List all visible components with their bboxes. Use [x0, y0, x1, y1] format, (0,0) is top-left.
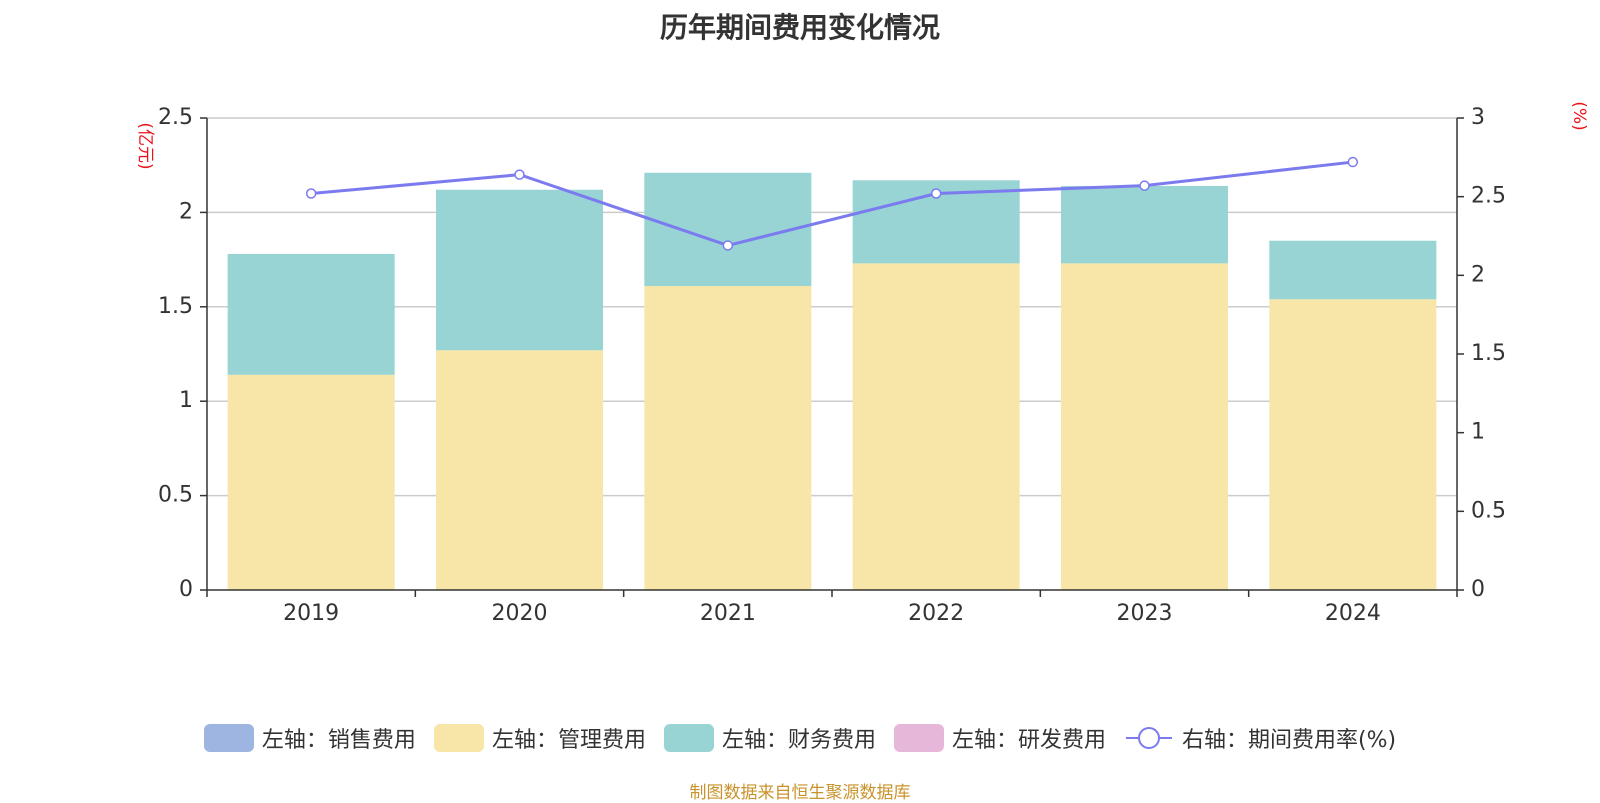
bar-segment [1061, 185, 1228, 264]
left-tick-label: 0 [179, 577, 193, 602]
bar-segment [644, 172, 812, 287]
right-tick-label: 0 [1471, 577, 1485, 602]
legend-label-sales: 左轴：销售费用 [261, 728, 416, 753]
rate-point [1347, 156, 1359, 168]
bar-segment [852, 263, 1020, 590]
rate-point [722, 240, 734, 251]
axis-layer: 0 0.5 1 1.5 2 2.5 0 0.5 1 1.5 2 2.5 3 2019 2020 2021 202… [158, 105, 1506, 626]
source-note: 制图数据来自恒生聚源数据库 [689, 783, 911, 803]
chart-title: 历年期间费用变化情况 [659, 11, 940, 44]
bar-segment [1061, 263, 1228, 590]
grid-layer [207, 117, 1457, 497]
legend-swatch-admin [433, 724, 484, 752]
legend-item-finance[interactable]: 左轴：财务费用 [663, 722, 876, 754]
legend-item-admin[interactable]: 左轴：管理费用 [433, 722, 646, 754]
rate-line [311, 160, 1354, 248]
rate-point [930, 188, 942, 199]
chart-svg: 0 0.5 1 1.5 2 2.5 0 0.5 1 1.5 2 2.5 3 2019 2020 2021 202… [135, 101, 1589, 626]
chart-legend: 左轴：销售费用 左轴：管理费用 左轴：财务费用 左轴：研发费用 右轴：期间费用率… [0, 722, 1600, 754]
legend-item-rd[interactable]: 左轴：研发费用 [893, 722, 1106, 754]
left-tick-label: 2 [179, 199, 193, 224]
right-tick-label: 2.5 [1471, 184, 1506, 209]
x-tick-label: 2020 [492, 601, 548, 626]
bar-segment [1269, 240, 1437, 300]
right-tick-label: 3 [1471, 105, 1485, 130]
legend-label-rate: 右轴：期间费用率(%) [1181, 728, 1397, 753]
bar-segment [227, 253, 395, 375]
bar-segment [1269, 299, 1437, 590]
bar-segment [644, 286, 812, 590]
right-tick-label: 1.5 [1471, 341, 1506, 366]
x-tick-label: 2024 [1325, 601, 1381, 626]
x-tick-label: 2019 [283, 601, 339, 626]
bar-segment [436, 350, 603, 590]
legend-swatch-rd [893, 724, 944, 752]
left-tick-label: 2.5 [158, 105, 193, 130]
x-tick-label: 2023 [1117, 601, 1173, 626]
bar-layer [227, 172, 1437, 590]
legend-label-admin: 左轴：管理费用 [491, 728, 646, 753]
legend-swatch-sales [203, 724, 254, 752]
line-layer [305, 156, 1359, 251]
legend-item-rate[interactable]: 右轴：期间费用率(%) [1124, 722, 1396, 754]
rate-point [305, 188, 317, 199]
right-tick-label: 0.5 [1471, 498, 1506, 523]
x-tick-label: 2021 [700, 601, 756, 626]
left-tick-label: 0.5 [158, 483, 193, 508]
right-axis-unit: (%) [1569, 101, 1589, 130]
x-tick-label: 2022 [908, 601, 964, 626]
left-tick-label: 1 [179, 388, 193, 413]
right-tick-label: 1 [1471, 420, 1485, 445]
legend-label-finance: 左轴：财务费用 [721, 728, 876, 753]
left-axis-unit: (亿元) [135, 122, 155, 169]
legend-line-marker-icon [1125, 727, 1172, 749]
legend-item-sales[interactable]: 左轴：销售费用 [203, 722, 416, 754]
rate-point [1139, 180, 1150, 191]
legend-swatch-finance [663, 724, 714, 752]
bar-segment [227, 374, 395, 590]
legend-label-rd: 左轴：研发费用 [951, 728, 1106, 753]
bar-segment [436, 189, 603, 351]
right-tick-label: 2 [1471, 262, 1485, 287]
left-tick-label: 1.5 [158, 294, 193, 319]
rate-point [514, 169, 525, 180]
